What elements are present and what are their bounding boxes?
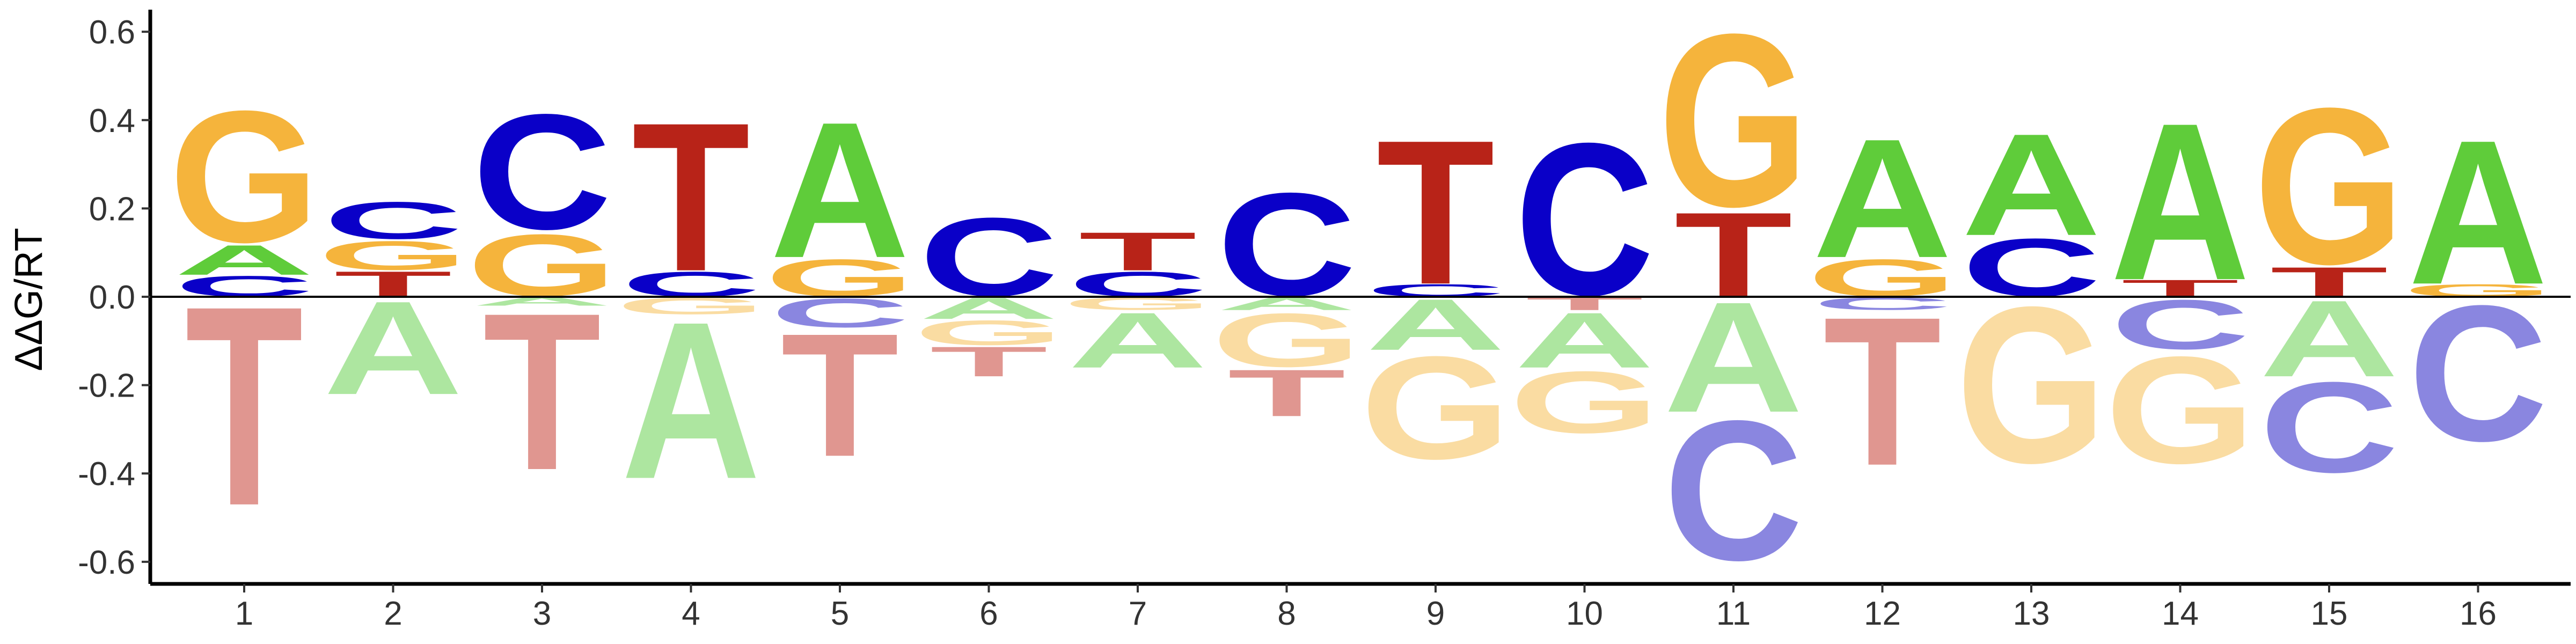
y-tick-label: 0.4 — [89, 103, 135, 140]
glyph-6-c-pos: C — [919, 195, 1059, 319]
glyph-8-c-pos: C — [1217, 162, 1357, 326]
glyph-10-a-neg: A — [1515, 296, 1655, 384]
glyph-15-c-neg: C — [2259, 355, 2399, 500]
x-tick-label: 12 — [1864, 595, 1901, 632]
x-tick-label: 11 — [1716, 595, 1751, 632]
x-tick-label: 8 — [1277, 595, 1296, 632]
y-tick-label: 0.0 — [89, 279, 135, 316]
glyph-13-g-neg: G — [1956, 261, 2106, 510]
glyph-4-a-neg: A — [621, 275, 761, 525]
glyph-12-t-neg: T — [1824, 273, 1942, 510]
x-tick-label: 7 — [1129, 595, 1147, 632]
glyph-7-a-neg: A — [1068, 296, 1208, 384]
x-tick-label: 6 — [979, 595, 998, 632]
glyph-13-a-pos: A — [1962, 104, 2101, 266]
glyph-11-t-pos: T — [1674, 187, 1792, 323]
glyph-4-t-pos: T — [632, 79, 750, 316]
glyph-14-g-neg: G — [2105, 325, 2256, 495]
glyph-12-a-pos: A — [1813, 103, 1952, 293]
glyph-2-a-neg: A — [324, 273, 463, 422]
glyph-14-c-neg: C — [2111, 286, 2250, 364]
glyph-11-c-neg: C — [1664, 379, 1803, 602]
glyph-15-t-pos: T — [2270, 259, 2388, 306]
x-tick-label: 9 — [1426, 595, 1445, 632]
glyph-15-a-neg: A — [2259, 277, 2399, 399]
x-tick-label: 10 — [1566, 595, 1603, 632]
y-tick-label: -0.6 — [78, 544, 135, 581]
glyph-10-g-neg: G — [1510, 353, 1660, 451]
glyph-6-t-neg: T — [930, 338, 1048, 385]
glyph-3-g-pos: G — [467, 216, 617, 314]
glyph-13-c-pos: C — [1962, 222, 2101, 313]
x-tick-label: 1 — [235, 595, 253, 632]
glyph-8-g-neg: G — [1212, 297, 1362, 383]
glyph-3-c-pos: C — [472, 80, 612, 264]
glyph-3-t-neg: T — [483, 266, 601, 517]
glyph-16-c-neg: C — [2409, 266, 2548, 482]
x-tick-label: 13 — [2013, 595, 2050, 632]
glyph-6-g-neg: G — [914, 313, 1064, 352]
glyph-7-t-pos: T — [1079, 221, 1197, 282]
x-tick-label: 3 — [533, 595, 551, 632]
glyph-10-c-pos: C — [1515, 99, 1655, 341]
x-tick-label: 5 — [831, 595, 849, 632]
axes: 0.60.40.20.0-0.2-0.4-0.61 2 3 4 5 6 7 8 9 10 11 12 1… — [78, 10, 2571, 632]
glyph-5-c-neg: C — [770, 290, 910, 336]
x-tick-label: 15 — [2311, 595, 2348, 632]
glyph-5-a-pos: A — [770, 82, 910, 298]
y-tick-label: -0.2 — [78, 368, 135, 405]
glyph-11-a-neg: A — [1664, 269, 1803, 445]
y-tick-label: 0.6 — [89, 14, 135, 51]
x-tick-label: 4 — [682, 595, 700, 632]
glyph-8-t-neg: T — [1228, 356, 1346, 430]
glyph-2-g-pos: G — [318, 233, 469, 279]
y-axis-title: ΔΔG/RT — [8, 228, 50, 371]
glyph-11-g-pos: G — [1658, 0, 1809, 258]
glyph-15-g-pos: G — [2254, 62, 2404, 311]
glyph-2-c-pos: C — [324, 191, 463, 250]
glyph-1-g-pos: G — [169, 72, 319, 282]
x-tick-label: 14 — [2162, 595, 2199, 632]
glyph-9-t-pos: T — [1377, 97, 1495, 327]
x-tick-label: 16 — [2460, 595, 2497, 632]
glyph-1-t-neg: T — [185, 247, 303, 565]
glyph-5-t-neg: T — [781, 297, 899, 493]
glyph-1-a-pos: A — [174, 237, 314, 284]
glyph-14-a-pos: A — [2111, 76, 2250, 327]
y-tick-label: 0.2 — [89, 191, 135, 228]
glyph-16-a-pos: A — [2409, 97, 2548, 327]
y-tick-label: -0.4 — [78, 456, 135, 493]
x-tick-label: 2 — [384, 595, 402, 632]
glyph-9-g-neg: G — [1360, 326, 1511, 489]
